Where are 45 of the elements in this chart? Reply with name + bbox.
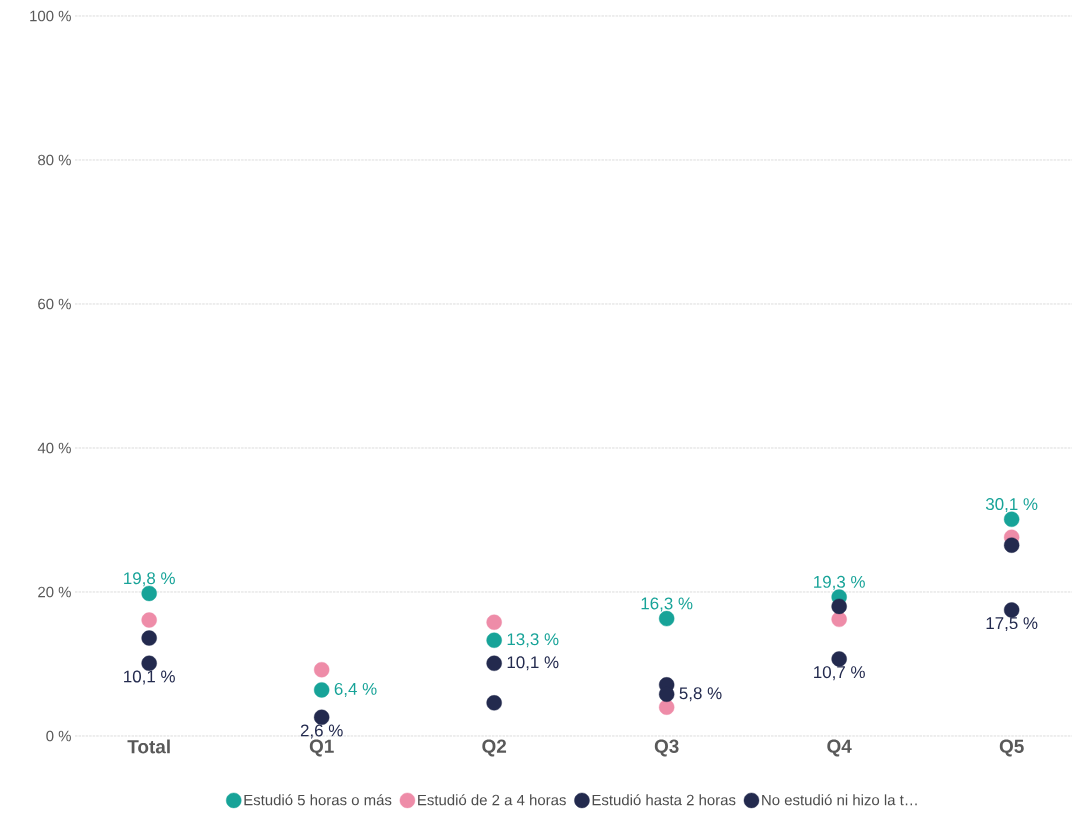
- data-label: 13,3 %: [507, 633, 559, 648]
- point: [486, 632, 502, 648]
- point: [313, 662, 330, 678]
- x-tick-label: Q4: [827, 739, 852, 757]
- x-tick-label: Q3: [654, 739, 679, 757]
- data-label: 2,6 %: [300, 724, 343, 739]
- point: [486, 695, 502, 711]
- data-label: 30,1 %: [985, 498, 1038, 513]
- legend-label: Estudió 5 horas o más: [244, 794, 392, 806]
- x-tick-label: Q2: [482, 739, 507, 757]
- data-label: 17,5 %: [986, 617, 1038, 632]
- y-tick-label: 80 %: [38, 154, 71, 166]
- point: [831, 611, 847, 628]
- point: [141, 630, 157, 646]
- legend-label: Estudió de 2 a 4 horas: [418, 794, 566, 806]
- legend-label: Estudió hasta 2 horas: [592, 794, 736, 806]
- data-label: 19,8 %: [124, 572, 175, 587]
- point: [141, 655, 157, 671]
- y-tick-label: 60 %: [38, 298, 71, 310]
- point: [1003, 602, 1020, 618]
- point: [1003, 537, 1020, 553]
- point: [1003, 511, 1020, 527]
- point: [313, 682, 330, 698]
- data-label: 19,3 %: [814, 575, 865, 590]
- data-label: 10,7 %: [814, 666, 865, 681]
- data-label: 10,1 %: [124, 670, 175, 685]
- y-tick-label: 20 %: [38, 586, 71, 598]
- point: [313, 709, 330, 725]
- point: [831, 651, 847, 667]
- x-tick-label: Q5: [999, 739, 1024, 757]
- point: [486, 655, 502, 671]
- data-label: 5,8 %: [679, 687, 722, 702]
- x-tick-label: Q1: [309, 739, 334, 757]
- legend-label: No estudió ni hizo la t…: [762, 794, 917, 806]
- y-tick-label: 40 %: [37, 442, 71, 454]
- y-tick-label: 100 %: [30, 10, 71, 22]
- data-label: 6,4 %: [334, 682, 377, 697]
- point: [141, 612, 157, 628]
- point: [658, 699, 675, 715]
- data-label: 10,1 %: [507, 656, 559, 671]
- x-tick-label: Total: [127, 739, 170, 754]
- y-tick-label: 0 %: [46, 730, 71, 742]
- point: [831, 598, 847, 615]
- point: [486, 614, 502, 630]
- data-label: 16,3 %: [641, 597, 693, 612]
